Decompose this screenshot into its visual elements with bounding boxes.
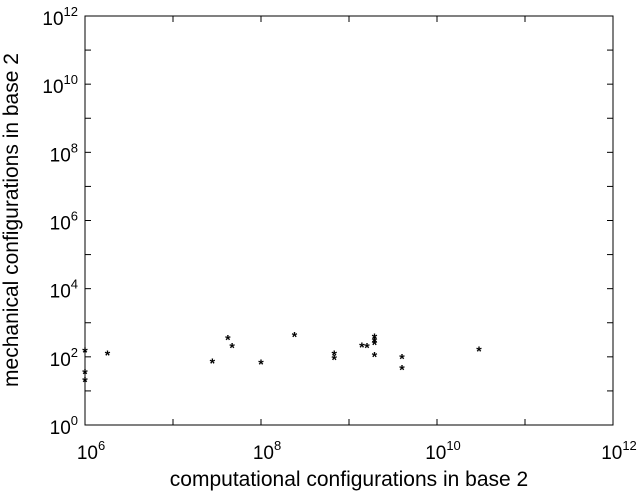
x-tick-label: 1012 <box>601 438 637 464</box>
data-point: * <box>372 330 378 346</box>
plot-frame <box>84 15 614 426</box>
x-tick-label-base: 10 <box>77 443 98 464</box>
y-tick-label-exp: 6 <box>71 209 78 224</box>
x-tick-label-exp: 6 <box>98 438 105 453</box>
data-point: * <box>332 347 338 363</box>
x-tick-label-base: 10 <box>601 443 622 464</box>
data-point: * <box>105 347 111 363</box>
y-tick-label-exp: 12 <box>64 4 78 19</box>
x-tick-label: 108 <box>253 438 281 464</box>
y-tick-label: 108 <box>50 140 78 166</box>
x-tick-label-exp: 10 <box>446 438 460 453</box>
data-point: * <box>364 340 370 356</box>
x-tick-label: 1010 <box>425 438 461 464</box>
y-tick-label: 102 <box>50 345 78 371</box>
data-point: * <box>258 356 264 372</box>
y-tick-label-base: 10 <box>50 350 71 371</box>
y-tick-label-base: 10 <box>42 77 63 98</box>
data-point: * <box>82 374 88 390</box>
y-tick-label-base: 10 <box>42 9 63 30</box>
y-tick-label: 1010 <box>42 72 78 98</box>
data-point: * <box>372 334 378 350</box>
y-tick-label: 1012 <box>42 4 78 30</box>
data-point: * <box>399 351 405 367</box>
data-point: * <box>229 340 235 356</box>
y-axis-title: mechanical configurations in base 2 <box>0 53 23 387</box>
y-tick-label: 106 <box>50 209 78 235</box>
y-tick-label-base: 10 <box>50 418 71 439</box>
data-point: * <box>82 344 88 360</box>
x-tick-labels: 106 108 1010 1012 <box>77 438 637 464</box>
data-point: * <box>476 343 482 359</box>
x-axis-title: computational configurations in base 2 <box>170 468 528 491</box>
data-point: * <box>225 331 231 347</box>
y-tick-label: 100 <box>50 413 78 439</box>
x-tick-label: 106 <box>77 438 105 464</box>
x-tick-label-base: 10 <box>253 443 274 464</box>
y-tick-label-base: 10 <box>50 214 71 235</box>
data-point: * <box>82 365 88 381</box>
data-point: * <box>372 348 378 364</box>
y-tick-label-exp: 2 <box>71 345 78 360</box>
x-tick-label-exp: 12 <box>622 438 636 453</box>
data-point: * <box>359 339 365 355</box>
y-tick-label-base: 10 <box>50 282 71 303</box>
data-point: * <box>399 362 405 378</box>
data-point: * <box>292 329 298 345</box>
y-tick-label: 104 <box>50 277 78 303</box>
data-point: * <box>332 351 338 367</box>
data-points: **** ******** ***** *** <box>82 329 482 390</box>
x-tick-label-base: 10 <box>425 443 446 464</box>
data-point: * <box>372 336 378 352</box>
data-point: * <box>210 355 216 371</box>
y-tick-label-exp: 0 <box>71 413 78 428</box>
y-tick-label-exp: 10 <box>64 72 78 87</box>
y-tick-label-exp: 8 <box>71 140 78 155</box>
tick-marks <box>84 15 614 426</box>
y-tick-label-exp: 4 <box>71 277 78 292</box>
y-tick-label-base: 10 <box>50 145 71 166</box>
x-tick-label-exp: 8 <box>274 438 281 453</box>
